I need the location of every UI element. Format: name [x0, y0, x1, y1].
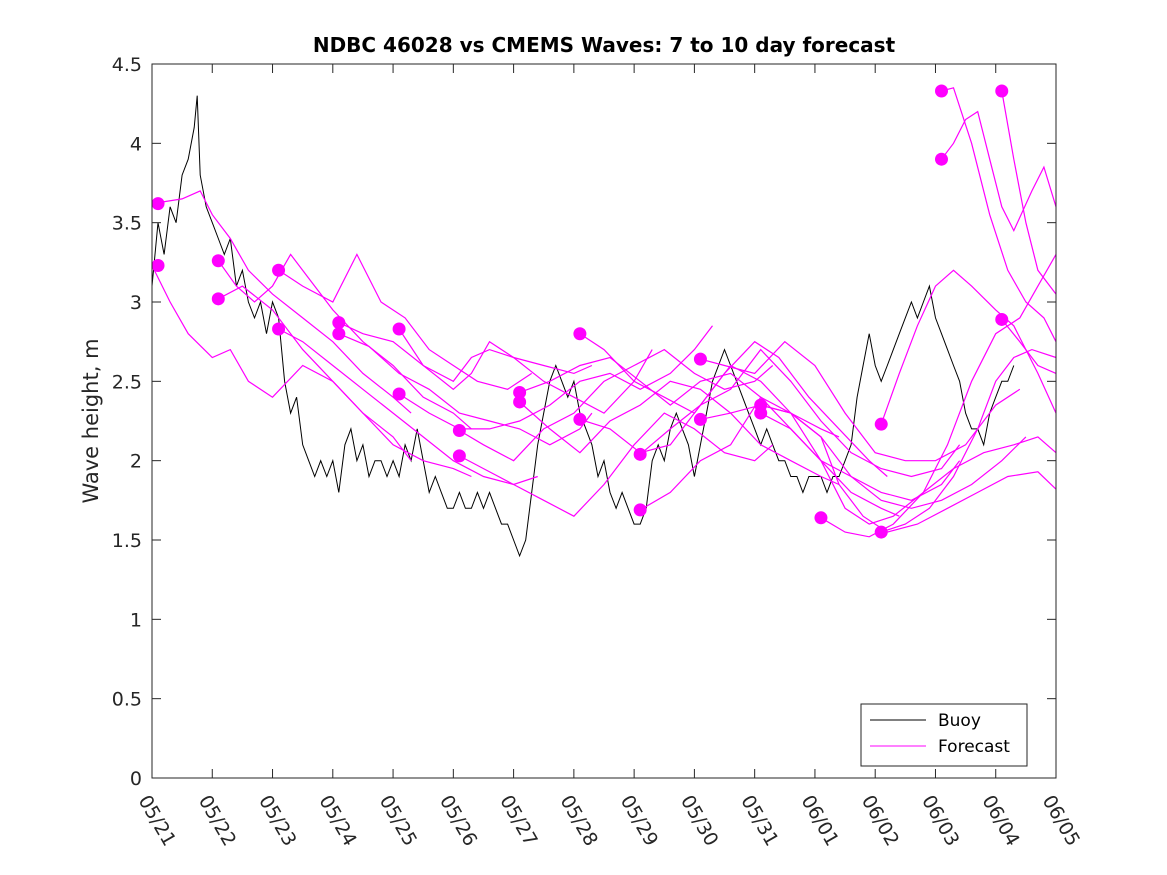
forecast-marker-19: [693, 352, 707, 366]
forecast-marker-26: [934, 84, 948, 98]
forecast-marker-20: [693, 412, 707, 426]
forecast-series-line-19: [700, 340, 1021, 462]
y-tick-label: 2.5: [112, 371, 142, 393]
forecast-series-line-3: [217, 253, 472, 430]
forecast-marker-4: [211, 292, 225, 306]
y-tick-label: 0: [130, 768, 142, 790]
forecast-marker-8: [332, 327, 346, 341]
forecast-series-line-21: [760, 404, 1057, 533]
forecast-marker-10: [392, 387, 406, 401]
legend-label-forecast: Forecast: [938, 737, 1010, 757]
forecast-marker-2: [151, 259, 165, 273]
forecast-series-line-5: [278, 253, 533, 390]
y-tick-label: 4: [130, 133, 142, 155]
forecast-marker-17: [633, 447, 647, 461]
y-axis-ticks: 0 0.5 1 1.5 2 2.5 3 3.5 4 4.5: [112, 54, 1056, 790]
forecast-marker-5: [272, 263, 286, 277]
forecast-marker-1: [151, 197, 165, 211]
y-tick-label: 2: [130, 451, 142, 473]
forecast-marker-6: [272, 322, 286, 336]
forecast-series-line-24: [881, 348, 1057, 533]
forecast-series-line-13: [519, 356, 840, 438]
forecast-series-line-12: [459, 412, 774, 517]
forecast-marker-25: [874, 525, 888, 539]
forecast-series-line-2: [151, 265, 412, 462]
forecast-marker-12: [452, 449, 466, 463]
y-tick-label: 1: [130, 609, 142, 631]
forecast-marker-15: [573, 327, 587, 341]
forecast-series-line-6: [278, 328, 538, 486]
forecast-marker-3: [211, 254, 225, 268]
forecast-series-line-22: [760, 412, 1057, 525]
forecast-series-line-4: [218, 285, 472, 478]
forecast-series-line-8: [338, 333, 593, 446]
forecast-series-layer: [151, 87, 1057, 538]
forecast-series-line-26: [941, 110, 1057, 232]
forecast-series-line-9: [398, 328, 653, 414]
forecast-marker-23: [814, 511, 828, 525]
forecast-marker-24: [874, 417, 888, 431]
forecast-series-line-1: [151, 190, 412, 414]
forecast-marker-16: [573, 412, 587, 426]
forecast-series-line-27: [941, 87, 1057, 342]
forecast-series-line-29: [1001, 319, 1057, 374]
y-tick-label: 0.5: [112, 689, 142, 711]
forecast-series-line-28: [1001, 90, 1057, 295]
y-tick-label: 1.5: [112, 530, 142, 552]
y-tick-label: 3: [130, 292, 142, 314]
forecast-marker-29: [995, 312, 1009, 326]
forecast-series-line-15: [579, 333, 888, 477]
forecast-marker-9: [392, 322, 406, 336]
forecast-marker-28: [995, 84, 1009, 98]
legend-box: [860, 703, 1028, 767]
y-tick-label: 3.5: [112, 213, 142, 235]
legend-label-buoy: Buoy: [938, 711, 981, 731]
forecast-marker-13: [513, 385, 527, 399]
legend: Buoy Forecast: [860, 703, 1028, 767]
forecast-series-line-10: [398, 325, 713, 430]
forecast-series-line-11: [459, 348, 774, 462]
forecast-marker-7: [332, 316, 346, 330]
forecast-marker-27: [934, 152, 948, 166]
y-axis-label: Wave height, m: [79, 338, 103, 503]
forecast-marker-22: [754, 406, 768, 420]
forecast-series-line-7: [338, 322, 593, 383]
chart-title: NDBC 46028 vs CMEMS Waves: 7 to 10 day f…: [313, 33, 896, 57]
forecast-series-line-16: [579, 364, 900, 517]
y-tick-label: 4.5: [112, 54, 142, 76]
forecast-marker-18: [633, 503, 647, 517]
forecast-marker-layer: [151, 84, 1009, 539]
forecast-marker-11: [452, 424, 466, 438]
forecast-marker-14: [513, 395, 527, 409]
forecast-series-line-23: [820, 254, 1057, 538]
forecast-series-line-17: [639, 348, 961, 478]
plot-frame: [151, 63, 1057, 779]
plot-area: [152, 64, 1056, 778]
forecast-series-line-14: [519, 380, 840, 486]
